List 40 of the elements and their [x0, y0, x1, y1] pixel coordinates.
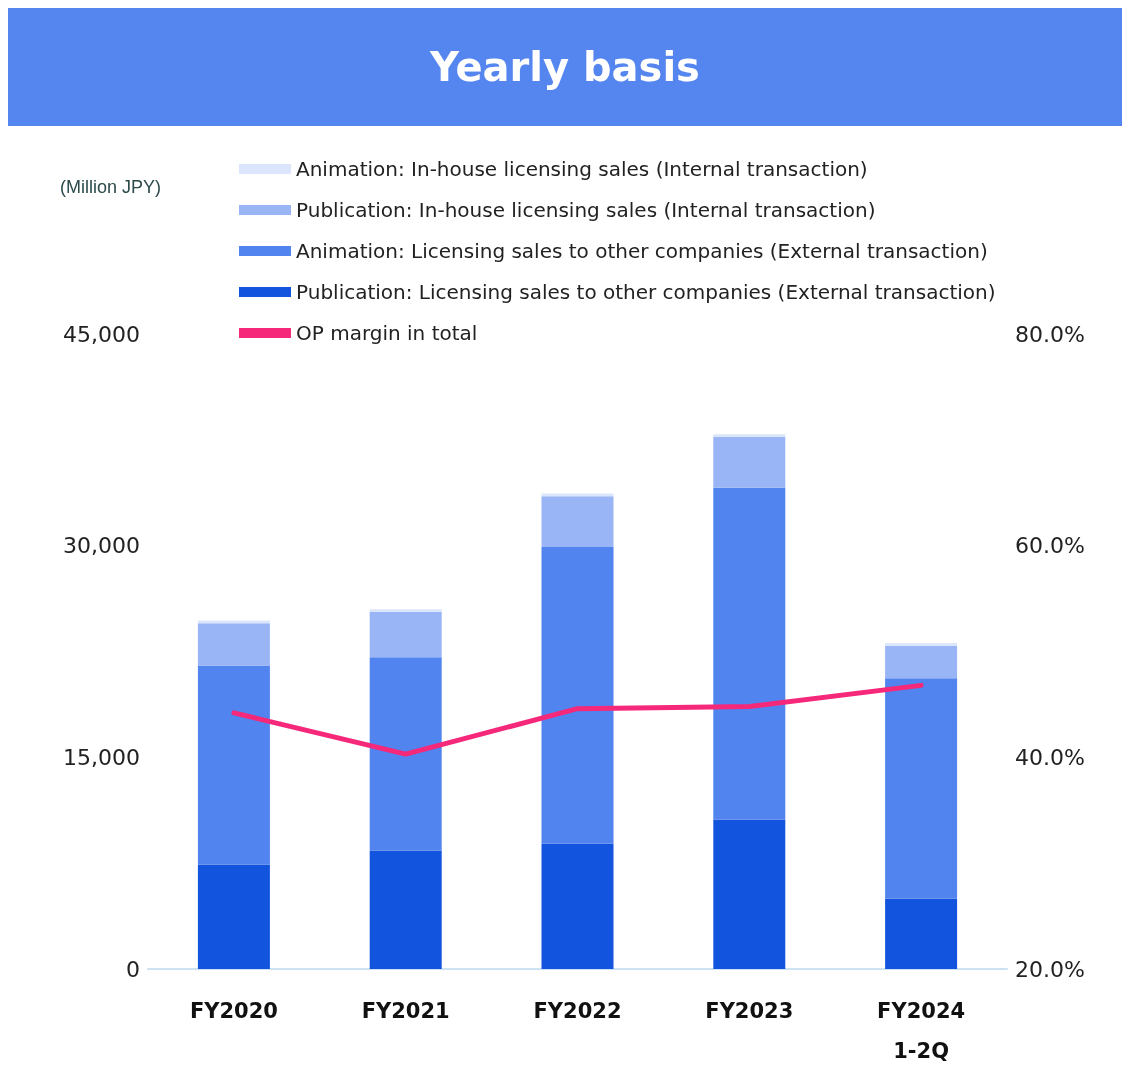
y2-tick-label: 20.0% [1015, 956, 1085, 982]
bar [369, 657, 442, 851]
legend-label: OP margin in total [296, 321, 478, 345]
x-tick-label: FY2023 [705, 999, 794, 1023]
y2-tick-label: 60.0% [1015, 533, 1085, 559]
y2-tick-label: 80.0% [1015, 321, 1085, 347]
bar [713, 434, 786, 438]
bar [885, 645, 958, 679]
bar [369, 609, 442, 612]
bar [713, 437, 786, 488]
y2-tick-label: 40.0% [1015, 744, 1085, 770]
bar [369, 850, 442, 969]
bar [885, 643, 958, 646]
bar [369, 611, 442, 658]
bar [885, 898, 958, 969]
bar [885, 678, 958, 899]
bar [197, 620, 270, 624]
legend-label: Publication: Licensing sales to other companies (External transaction) [296, 280, 996, 304]
legend-label: Animation: Licensing sales to other companies (External transaction) [296, 239, 988, 263]
bar [541, 493, 614, 497]
y-tick-label: 45,000 [63, 321, 140, 347]
bar [197, 864, 270, 969]
text: (Million JPY) [60, 177, 162, 197]
bar [541, 547, 614, 844]
legend-label: Publication: In-house licensing sales (Internal transaction) [296, 198, 876, 222]
bar [197, 623, 270, 666]
legend-label: Animation: In-house licensing sales (Internal transaction) [296, 157, 868, 181]
x-tick-label: FY2020 [189, 999, 278, 1023]
y-tick-label: 30,000 [63, 533, 140, 559]
x-tick-label: FY2022 [533, 999, 622, 1023]
y-tick-label: 15,000 [63, 744, 140, 770]
bar [713, 819, 786, 969]
x-tick-label: FY2024 1-2Q [877, 999, 966, 1063]
bar [713, 487, 786, 820]
bar [541, 496, 614, 548]
bar [197, 665, 270, 865]
x-tick-label: FY2021 [361, 999, 450, 1023]
y-tick-label: 0 [126, 956, 140, 982]
bar [541, 843, 614, 969]
chart-title: Yearly basis [8, 8, 1122, 126]
